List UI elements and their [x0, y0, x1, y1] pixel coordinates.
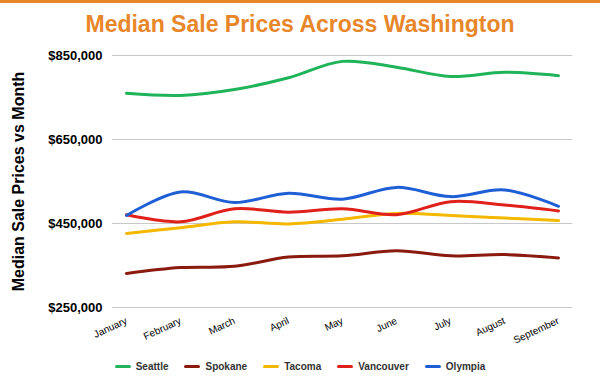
svg-text:$650,000: $650,000 — [48, 132, 102, 147]
html-text:Seattle: Seattle — [135, 360, 169, 372]
html-text:Vancouver: Vancouver — [358, 360, 409, 372]
svg-text:May: May — [323, 315, 345, 333]
svg-text:$250,000: $250,000 — [48, 300, 102, 315]
svg-text:March: March — [207, 315, 237, 337]
svg-text:July: July — [432, 315, 453, 332]
svg-text:February: February — [142, 315, 183, 342]
svg-text:September: September — [512, 315, 562, 346]
svg-text:April: April — [268, 315, 291, 333]
svg-text:June: June — [374, 315, 399, 334]
html-text:Spokane: Spokane — [205, 360, 248, 372]
svg-text:Median Sale Prices vs Month: Median Sale Prices vs Month — [10, 72, 27, 292]
svg-text:January: January — [92, 315, 129, 340]
html-text:Tacoma: Tacoma — [284, 360, 322, 372]
html-text:Olympia: Olympia — [445, 360, 486, 372]
svg-text:$450,000: $450,000 — [48, 216, 102, 231]
svg-text:$850,000: $850,000 — [48, 48, 102, 63]
html-text:Median Sale Prices Across Wash: Median Sale Prices Across Washington — [85, 11, 515, 37]
svg-text:August: August — [474, 315, 507, 338]
